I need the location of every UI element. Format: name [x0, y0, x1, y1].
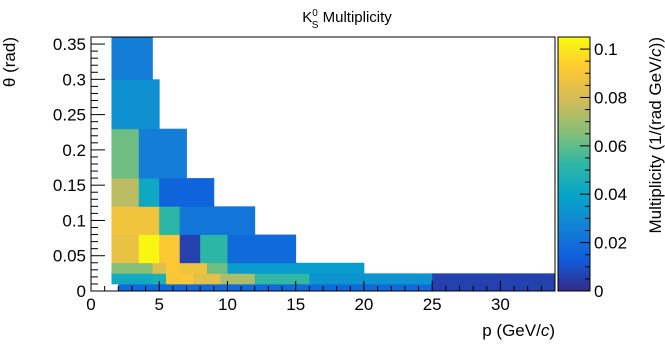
heatmap-cell: [254, 273, 310, 285]
x-axis-title-post: ): [549, 321, 555, 340]
z-axis-title-pre: Multiplicity (1/(rad GeV/: [646, 57, 665, 234]
heatmap-bins: [111, 37, 556, 292]
x-tick-label: 15: [286, 295, 305, 314]
heatmap-cell: [152, 262, 167, 274]
y-tick-label: 0.35: [53, 35, 86, 54]
heatmap-cell: [220, 273, 256, 285]
y-axis-title: θ (rad): [0, 37, 19, 87]
color-scale-bar: [557, 36, 591, 292]
z-axis-title: Multiplicity (1/(rad GeV/c)): [646, 37, 665, 234]
heatmap-cell: [138, 178, 160, 207]
heatmap-cell: [159, 234, 181, 264]
heatmap-cell: [111, 79, 160, 130]
heatmap-cell: [111, 273, 153, 285]
heatmap-cell: [159, 178, 215, 207]
heatmap-cell: [111, 128, 140, 179]
x-tick-label: 30: [491, 295, 510, 314]
z-tick-label: 0.04: [594, 185, 627, 204]
title-subscript: S: [312, 20, 319, 31]
x-axis-title: p (GeV/c): [482, 321, 555, 340]
heatmap-cell: [193, 273, 222, 285]
z-axis: 0 0.02 0.04 0.06 0.08 0.1: [580, 40, 627, 301]
y-tick-label: 0.1: [62, 211, 86, 230]
heatmap-cell: [159, 206, 181, 235]
color-scale-frame: [557, 36, 591, 292]
z-axis-title-post: )): [646, 37, 665, 48]
x-axis: 0 5 10 15 20 25 30: [86, 281, 556, 314]
z-tick-label: 0.1: [594, 40, 618, 59]
title-suffix: Multiplicity: [318, 9, 392, 26]
heatmap-cell: [179, 206, 256, 235]
heatmap-cell: [118, 283, 433, 292]
heatmap-cell: [111, 206, 160, 235]
z-tick-label: 0: [594, 282, 603, 301]
color-scale-gradient: [558, 37, 590, 291]
z-tick-label: 0.08: [594, 88, 627, 107]
y-tick-label: 0.3: [62, 70, 86, 89]
x-axis-title-pre: p (GeV/: [482, 321, 541, 340]
x-tick-label: 5: [155, 295, 164, 314]
title-prefix: K: [302, 9, 312, 26]
svg-text:K0S Multiplicity: K0 S Multiplicity: [302, 8, 392, 31]
chart-title: K0 S Multiplicity: [302, 8, 392, 31]
x-axis-title-italic: c: [541, 321, 550, 340]
heatmap-cell: [179, 262, 208, 274]
x-tick-label: 0: [86, 295, 95, 314]
heatmap-cell: [309, 273, 433, 285]
heatmap-cell: [111, 37, 153, 80]
x-tick-label: 20: [354, 295, 373, 314]
y-tick-label: 0.05: [53, 247, 86, 266]
heatmap-cell: [138, 234, 160, 264]
heatmap-cell: [432, 273, 556, 292]
heatmap-cell: [152, 273, 167, 285]
z-tick-label: 0.02: [594, 234, 627, 253]
x-tick-label: 25: [423, 295, 442, 314]
heatmap-cell: [200, 234, 228, 264]
z-tick-label: 0.06: [594, 137, 627, 156]
heatmap-cell: [227, 262, 365, 274]
y-axis: 0 0.05 0.1 0.15 0.2 0.25 0.3 0.35: [53, 35, 105, 301]
heatmap-cell: [166, 273, 194, 285]
heatmap-cell: [111, 178, 140, 207]
y-tick-label: 0.2: [62, 141, 86, 160]
heatmap-cell: [138, 128, 187, 179]
heatmap-cell: [111, 234, 140, 264]
heatmap-cell: [111, 262, 153, 274]
heatmap-cell: [166, 262, 181, 274]
y-tick-label: 0.25: [53, 106, 86, 125]
x-tick-label: 10: [218, 295, 237, 314]
y-tick-label: 0: [77, 282, 86, 301]
title-superscript: 0: [312, 8, 318, 19]
heatmap-cell: [179, 234, 201, 264]
z-axis-title-italic: c: [646, 48, 665, 57]
heatmap-cell: [227, 234, 297, 264]
heatmap-cell: [207, 262, 228, 274]
y-tick-label: 0.15: [53, 176, 86, 195]
